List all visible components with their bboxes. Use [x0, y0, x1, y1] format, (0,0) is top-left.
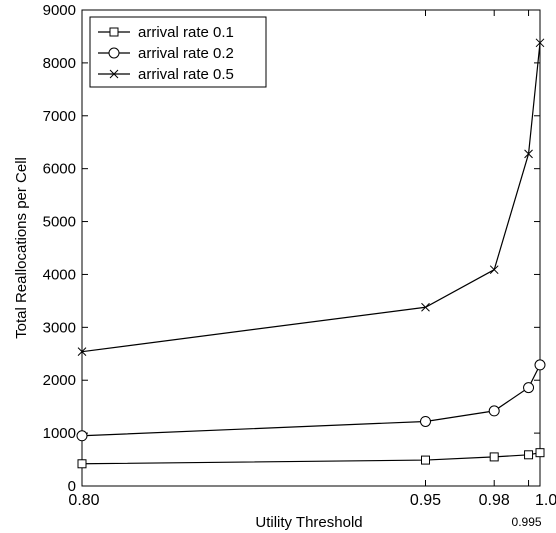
y-tick-label: 2000 [43, 372, 76, 389]
x-marker-stroke [421, 302, 430, 312]
x-marker [109, 69, 119, 79]
circle-marker [108, 47, 120, 59]
y-tick-label: 3000 [43, 319, 76, 336]
square-marker [109, 27, 119, 37]
x-marker-stroke [524, 149, 533, 159]
y-tick-label: 4000 [43, 266, 76, 283]
legend-label: arrival rate 0.2 [138, 45, 234, 62]
x-tick-label: 0.98 [479, 492, 510, 509]
square-marker [535, 448, 545, 458]
series-circle [76, 359, 546, 442]
x-marker-stroke [489, 265, 499, 275]
circle-marker [488, 405, 500, 417]
y-tick-label: 6000 [43, 161, 76, 178]
legend-label: arrival rate 0.1 [138, 24, 234, 41]
y-tick-label: 7000 [43, 108, 76, 125]
y-tick-label: 5000 [43, 214, 76, 231]
circle-marker [420, 415, 431, 427]
y-tick-label: 0 [68, 478, 76, 495]
series-x [77, 38, 545, 357]
square-marker [77, 459, 87, 469]
square-marker [524, 450, 534, 460]
x-marker [489, 265, 499, 275]
plot-area [81, 9, 541, 487]
legend-entry: arrival rate 0.2 [98, 45, 234, 62]
circle-marker [76, 430, 88, 442]
x-tick-label: 0.95 [410, 492, 441, 509]
x-marker-stroke [109, 69, 119, 79]
legend-label: arrival rate 0.5 [138, 66, 234, 83]
series-line [81, 42, 541, 353]
x-marker-stroke [535, 38, 545, 48]
x-tick-label: 0.80 [68, 492, 99, 509]
x-axis-label: Utility Threshold [255, 514, 362, 531]
series-square [77, 448, 545, 469]
x-marker [535, 38, 545, 48]
circle-marker [534, 359, 546, 371]
y-tick-label: 9000 [43, 2, 76, 19]
square-marker [421, 455, 430, 465]
series-line [81, 364, 541, 437]
x-marker [421, 302, 430, 312]
circle-marker [523, 382, 535, 394]
legend-entry: arrival rate 0.5 [98, 66, 234, 83]
series-line [81, 452, 541, 465]
x-tick-label: 1.0 [535, 492, 556, 509]
x-tick-label: 0.995 [512, 515, 542, 529]
x-marker [77, 347, 87, 357]
legend: arrival rate 0.1 arrival rate 0.2 arrival … [89, 16, 267, 88]
y-axis-label: Total Reallocations per Cell [13, 157, 30, 339]
x-marker-stroke [77, 347, 87, 357]
x-marker [524, 149, 533, 159]
legend-entry: arrival rate 0.1 [98, 24, 234, 41]
series-layer [76, 38, 546, 469]
square-marker [489, 452, 499, 462]
x-axis-ticks: 0.80 0.95 0.980.995 1.0 [68, 10, 556, 529]
y-axis-ticks: 0 1000 2000 3000 4000 5000 6000 7000 8000 9000 [43, 2, 540, 495]
y-tick-label: 8000 [43, 55, 76, 72]
plot-frame [81, 9, 541, 487]
y-tick-label: 1000 [43, 425, 76, 442]
